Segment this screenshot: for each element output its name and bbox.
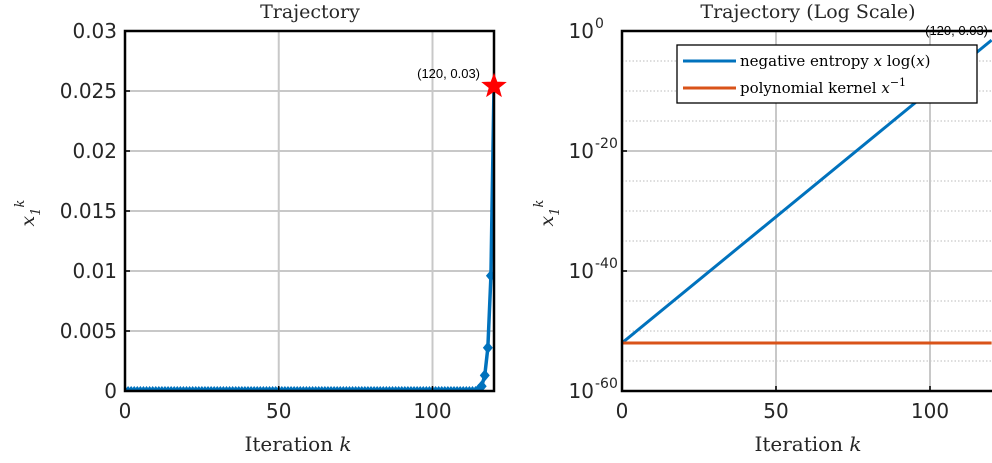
y-tick-label: 0: [104, 379, 117, 403]
y-tick-exponent: -40: [595, 256, 618, 272]
right-x-ticks: 0 50 100: [616, 386, 949, 423]
highlight-star: [481, 72, 507, 98]
left-y-ticks: 0 0.005 0.01 0.015 0.02 0.025 0.03: [60, 19, 130, 403]
x-tick-label: 50: [266, 399, 291, 423]
y-tick-exponent: -60: [595, 376, 618, 392]
series-marker: [476, 380, 487, 391]
left-highlight: (120, 0.03): [417, 66, 507, 98]
left-chart-panel: 0 0.005 0.01 0.015 0.02 0.025 0.03 0 50 100 (120…: [13, 1, 507, 456]
left-title: Trajectory: [260, 1, 360, 23]
series-line: [125, 86, 494, 391]
x-tick-label: 0: [616, 399, 629, 423]
y-tick-label: 0.03: [72, 19, 117, 43]
left-series: [125, 86, 494, 391]
right-axes-frame: [620, 29, 992, 393]
left-grid: [124, 30, 494, 392]
x-tick-label: 50: [763, 399, 788, 423]
x-tick-label: 100: [413, 399, 451, 423]
y-tick-label: 10: [569, 379, 594, 403]
y-tick-exponent: 0: [595, 16, 604, 32]
right-title: Trajectory (Log Scale): [700, 1, 915, 23]
series-marker: [485, 269, 494, 282]
y-tick-label: 0.015: [60, 199, 117, 223]
series-marker: [479, 369, 490, 382]
left-x-ticks: 0 50 100: [119, 386, 452, 423]
y-tick-label: 10: [569, 139, 594, 163]
legend-label-polynomial: polynomial kernel x−1: [740, 76, 906, 97]
x-tick-label: 0: [119, 399, 132, 423]
y-tick-label: 0.02: [72, 139, 117, 163]
y-tick-exponent: -20: [595, 136, 618, 152]
y-tick-label: 0.01: [72, 259, 117, 283]
left-y-label: x1k: [13, 199, 44, 226]
y-tick-label: 10: [569, 259, 594, 283]
legend-box: [676, 44, 978, 104]
y-tick-label: 0.025: [60, 79, 117, 103]
right-legend: negative entropy x log(x) polynomial ker…: [676, 44, 978, 104]
highlight-label: (120, 0.03): [417, 66, 480, 81]
y-tick-label: 0.005: [60, 319, 117, 343]
series-marker: [482, 341, 493, 354]
right-annotation: (120, 0.03): [925, 23, 988, 38]
left-x-label: Iteration k: [244, 432, 351, 456]
right-y-label: x1k: [532, 199, 563, 226]
y-tick-label: 10: [569, 19, 594, 43]
x-tick-label: 100: [911, 399, 949, 423]
legend-label-entropy: negative entropy x log(x): [740, 52, 931, 70]
right-x-label: Iteration k: [754, 432, 861, 456]
